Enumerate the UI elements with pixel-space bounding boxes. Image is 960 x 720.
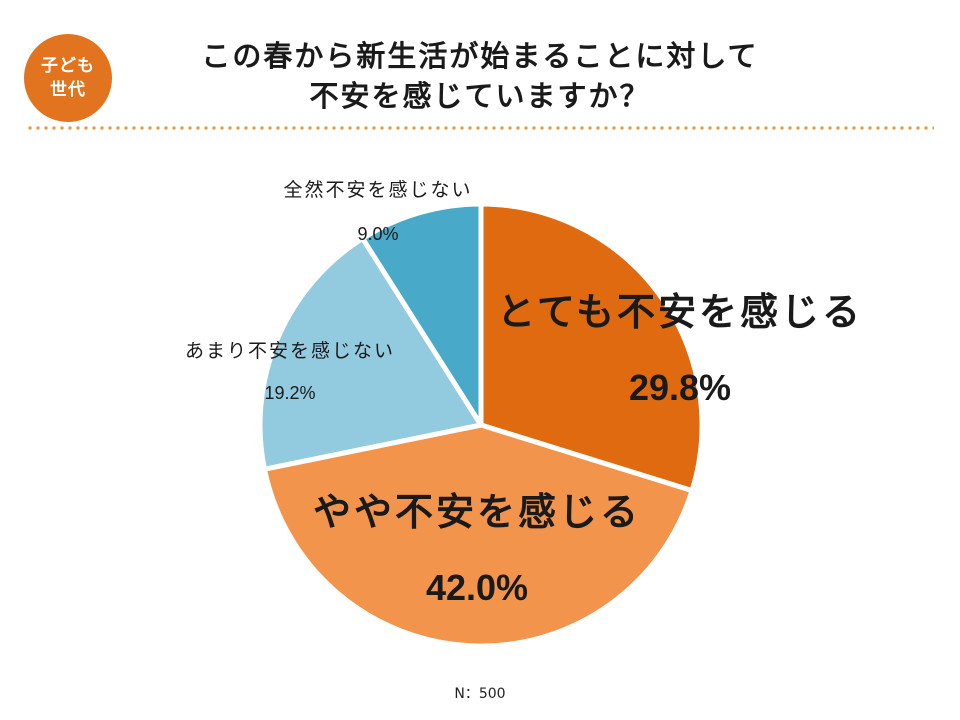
dotted-divider xyxy=(26,126,934,130)
slice-value-4: 9.0% xyxy=(357,224,398,244)
pie-labels: とても不安を感じる 29.8% やや不安を感じる 42.0% あまり不安を感じない 19.… xyxy=(185,179,863,608)
chart-title-line-1: この春から新生活が始まることに対して xyxy=(201,39,759,73)
pie-slice-4 xyxy=(360,201,484,428)
slice-value-3: 19.2% xyxy=(264,383,315,403)
slice-value-1: 29.8% xyxy=(629,367,731,408)
chart-title-line-2: 不安を感じていますか？ xyxy=(309,79,651,113)
pie-slice-2 xyxy=(261,422,695,649)
pie-slice-1 xyxy=(478,201,705,494)
slice-label-2: やや不安を感じる xyxy=(313,490,641,534)
pie-slices xyxy=(257,201,705,649)
slice-value-2: 42.0% xyxy=(426,567,528,608)
badge-line-2: 世代 xyxy=(50,80,86,100)
chart-title: この春から新生活が始まることに対して 不安を感じていますか？ xyxy=(150,36,810,116)
slice-label-4: 全然不安を感じない xyxy=(283,179,472,201)
slice-label-1: とても不安を感じる xyxy=(497,290,863,334)
sample-size-note: N：500 xyxy=(454,686,506,702)
badge-line-1: 子ども xyxy=(41,56,95,76)
generation-badge: 子ども 世代 xyxy=(24,34,112,122)
slice-label-3: あまり不安を感じない xyxy=(185,340,395,362)
pie-slice-3 xyxy=(257,235,484,472)
